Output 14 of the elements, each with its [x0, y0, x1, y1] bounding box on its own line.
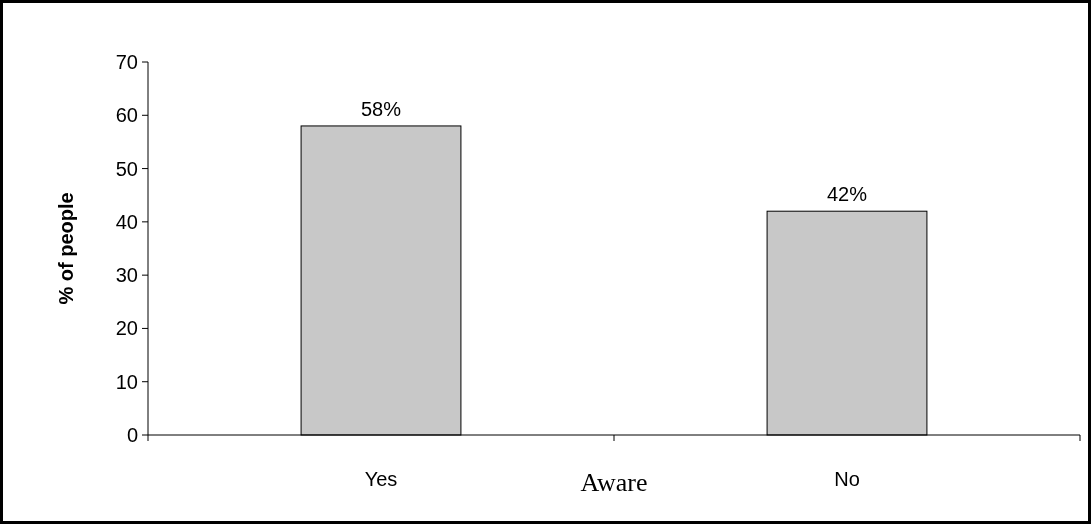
- y-tick-label: 10: [115, 370, 138, 393]
- y-axis-title: % of people: [55, 192, 77, 305]
- y-tick-label: 60: [115, 104, 138, 127]
- data-label: 42%: [826, 183, 868, 206]
- x-tick-label: No: [834, 468, 860, 490]
- x-axis-title: Aware: [580, 468, 648, 497]
- data-label: 58%: [360, 97, 402, 120]
- x-tick-label: Yes: [364, 468, 398, 490]
- y-tick-label: 70: [115, 51, 138, 73]
- y-tick-label: 50: [115, 157, 138, 180]
- y-tick-label: 20: [115, 317, 138, 340]
- y-tick-label: 0: [126, 424, 138, 446]
- y-tick-label: 30: [115, 264, 138, 287]
- y-tick-label: 40: [115, 210, 138, 233]
